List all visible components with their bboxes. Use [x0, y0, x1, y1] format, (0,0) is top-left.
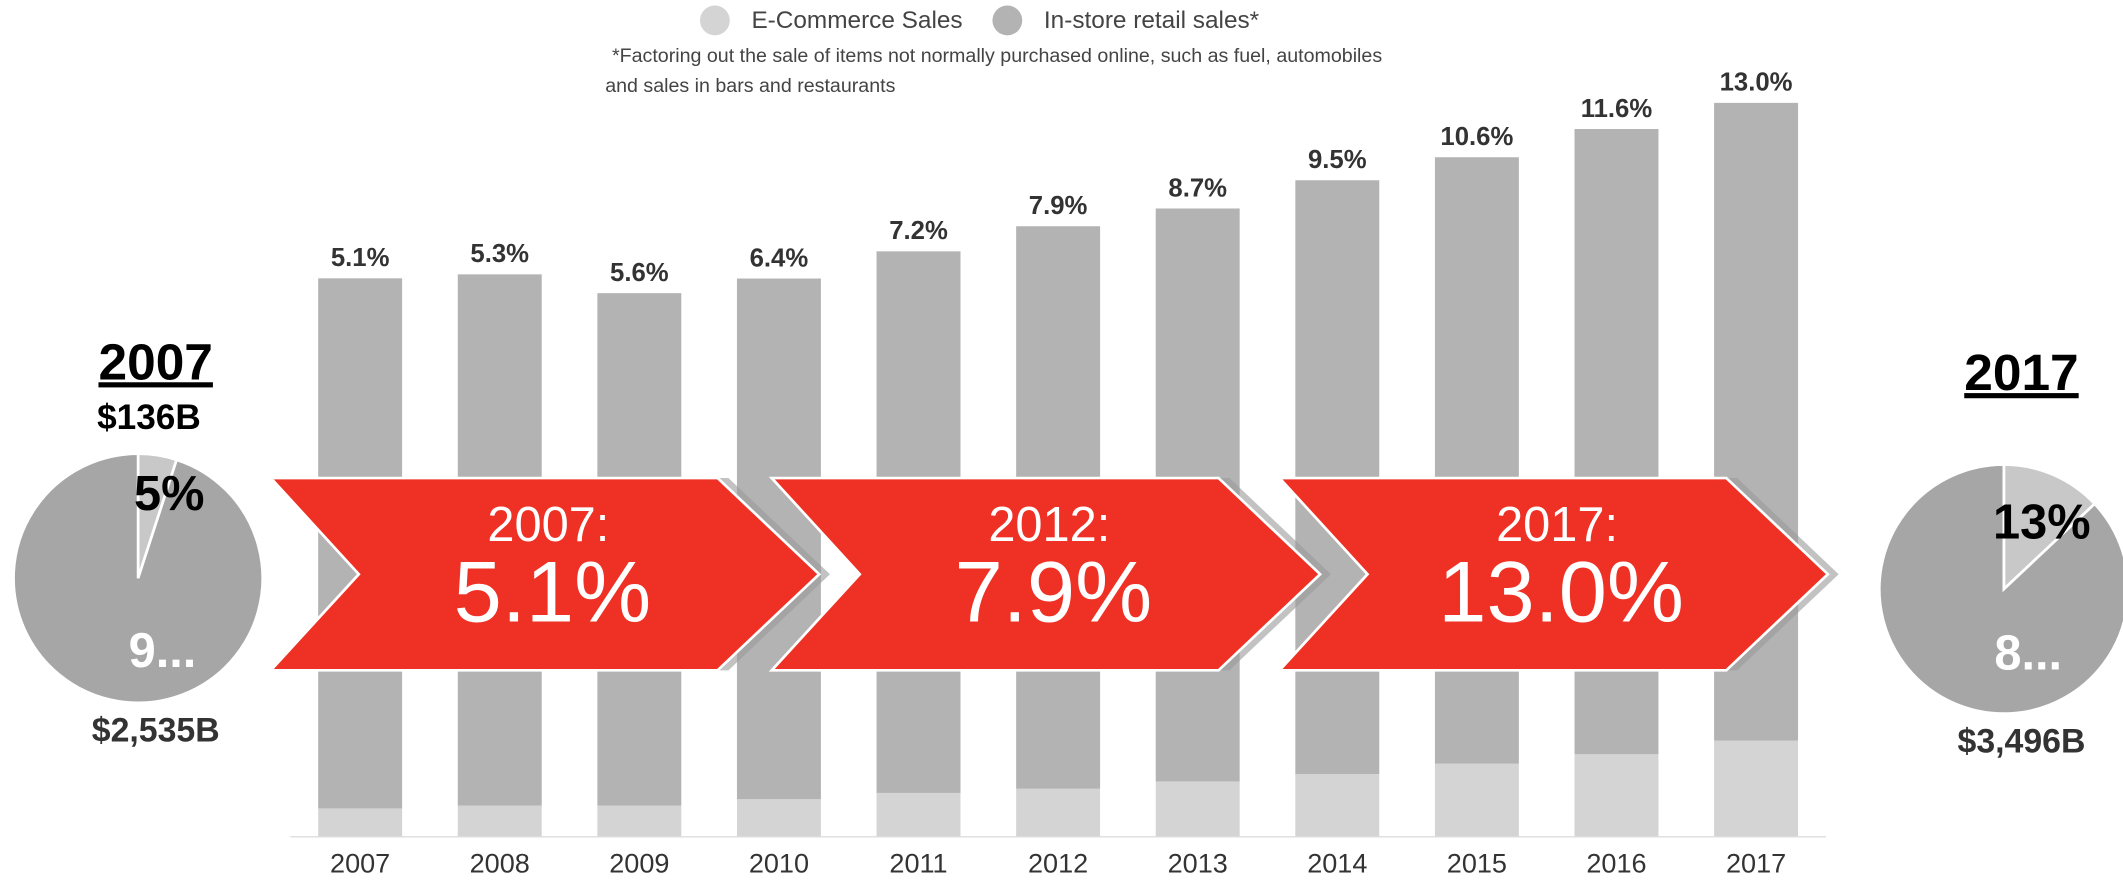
- callout-value: 13.0%: [1438, 544, 1684, 640]
- bar-segment: [1016, 788, 1101, 837]
- share-label: 9.5%: [1308, 146, 1367, 174]
- pie-value-label: 9...: [129, 624, 197, 678]
- x-tick-label: 2017: [1726, 847, 1786, 878]
- share-label: 5.1%: [331, 244, 390, 272]
- bar-segment: [1714, 740, 1799, 837]
- legend-label: E-Commerce Sales: [751, 7, 962, 34]
- legend-swatch: [992, 5, 1023, 36]
- share-label: 8.7%: [1168, 174, 1227, 202]
- callout-label: 2012:: [988, 498, 1110, 552]
- bar-segment: [318, 808, 403, 837]
- bar-segment: [1574, 754, 1659, 837]
- callout-value: 7.9%: [955, 544, 1152, 640]
- bar-segment: [1295, 774, 1380, 837]
- x-tick-label: 2013: [1168, 847, 1228, 878]
- share-label: 13.0%: [1720, 69, 1793, 97]
- x-tick-label: 2012: [1028, 847, 1088, 878]
- pie-value-label: 8...: [1994, 627, 2062, 681]
- share-label: 11.6%: [1581, 95, 1653, 123]
- x-tick-label: 2015: [1447, 847, 1507, 878]
- bar-segment: [1434, 157, 1519, 764]
- callout-value: 5.1%: [454, 544, 651, 640]
- legend-swatch: [699, 5, 730, 36]
- pie-bottom-label: $2,535B: [92, 712, 220, 750]
- pie-value-label: 5%: [134, 467, 204, 521]
- x-tick-label: 2008: [470, 847, 530, 878]
- share-label: 10.6%: [1440, 123, 1513, 151]
- legend-label: In-store retail sales*: [1044, 7, 1260, 34]
- share-label: 5.6%: [610, 259, 669, 287]
- pie-top-label: $136B: [97, 398, 201, 437]
- pie-bottom-label: $3,496B: [1958, 722, 2086, 760]
- footnote: *Factoring out the sale of items not nor…: [612, 45, 1382, 67]
- x-tick-label: 2016: [1586, 847, 1646, 878]
- pie-slice: [1877, 463, 2123, 715]
- pie-title: 2007: [98, 332, 212, 390]
- share-label: 5.3%: [470, 240, 529, 268]
- share-label: 7.9%: [1029, 192, 1088, 220]
- callout-label: 2007:: [487, 498, 609, 552]
- pie-title: 2017: [1964, 343, 2078, 401]
- x-tick-label: 2011: [889, 847, 947, 878]
- share-label: 7.2%: [889, 217, 948, 245]
- x-tick-label: 2009: [609, 847, 669, 878]
- pie-slice: [12, 452, 265, 705]
- callout-arrow: [267, 476, 822, 672]
- bar-segment: [1434, 763, 1519, 837]
- bar-segment: [1155, 781, 1240, 837]
- bar-segment: [457, 805, 542, 837]
- footnote: and sales in bars and restaurants: [605, 75, 895, 97]
- x-tick-label: 2010: [749, 847, 809, 878]
- callout-label: 2017:: [1496, 498, 1618, 552]
- callout-arrow: [768, 476, 1323, 672]
- x-tick-label: 2007: [330, 847, 390, 878]
- bar-segment: [876, 792, 961, 837]
- bar-segment: [736, 799, 821, 837]
- x-tick-label: 2014: [1307, 847, 1367, 878]
- bar-segment: [597, 805, 682, 837]
- pie-value-label: 13%: [1993, 495, 2091, 549]
- share-label: 6.4%: [750, 244, 809, 272]
- callout-arrow: [1276, 476, 1830, 672]
- pie-slice: [2002, 463, 2097, 593]
